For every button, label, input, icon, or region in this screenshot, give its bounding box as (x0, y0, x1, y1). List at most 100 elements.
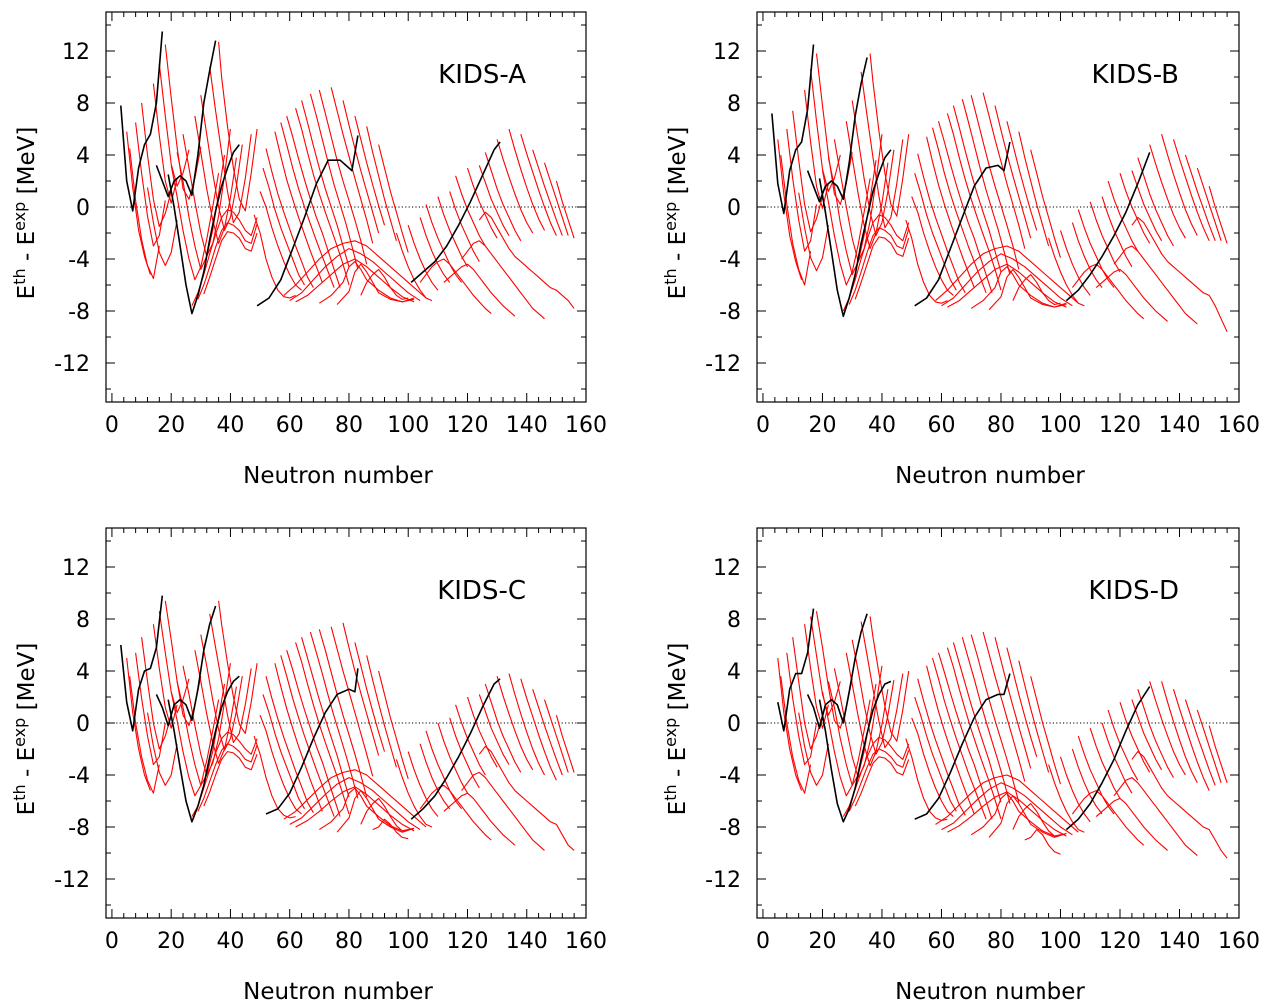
x-tick-label: 40 (868, 413, 896, 438)
isotope-chain-line (1030, 676, 1062, 785)
isotope-chain-line (1161, 681, 1198, 784)
y-tick-label: 8 (727, 92, 741, 117)
isotope-chain-line (1113, 777, 1198, 857)
y-tick-label: 0 (76, 196, 90, 221)
y-axis-label-superscript: exp (10, 718, 29, 747)
isotope-chain-line (342, 622, 380, 756)
chart-panel-2: 0 20 40 60 80 100 120 140 160 -12 -8 -4 0 4 8 12 KIDS-B N… (661, 11, 1260, 489)
x-tick-label: 100 (1039, 413, 1081, 438)
magic-chain-line (806, 57, 868, 203)
y-axis-label: Eth - Eexp [MeV] (10, 643, 40, 816)
x-tick-label: 40 (216, 929, 244, 954)
x-tick-label: 100 (387, 413, 429, 438)
isotope-chain-line (129, 148, 160, 280)
isotope-chain-line (170, 165, 220, 281)
isotope-chain-line (833, 665, 883, 779)
isotope-chain-line (798, 192, 829, 272)
isotope-chain-line (1184, 699, 1216, 786)
isotope-chain-line (286, 115, 341, 288)
y-axis-label-part: E (665, 285, 691, 300)
x-tick-label: 40 (216, 413, 244, 438)
isotope-chain-line (259, 715, 302, 815)
isotope-chain-line (1048, 238, 1085, 307)
isotope-chain-line (786, 128, 818, 252)
magic-chain-line (818, 149, 892, 318)
isotope-chain-line (330, 626, 374, 777)
isotope-chain-line (947, 263, 1067, 308)
isotope-chain-line (466, 696, 498, 768)
panel-title: KIDS-C (437, 576, 526, 606)
isotope-chain-line (295, 258, 415, 303)
y-tick-label: 0 (727, 712, 741, 737)
isotope-chain-line (262, 694, 305, 810)
isotope-chain-line (1149, 681, 1186, 776)
isotope-chain-line (917, 153, 966, 294)
isotope-chain-line (1137, 689, 1174, 778)
chart-panel-1: 0 20 40 60 80 100 120 140 160 -12 -8 -4 0 4 8 12 KIDS-A N… (10, 11, 607, 489)
isotope-chain-line (1131, 216, 1228, 333)
y-tick-label: -12 (54, 868, 90, 893)
isotope-chain-line (854, 756, 910, 807)
isotope-chain-line (419, 258, 492, 315)
y-tick-label: 0 (727, 196, 741, 221)
isotope-chain-line (496, 139, 534, 234)
isotope-chain-line (1107, 180, 1139, 252)
isotope-chain-line (1095, 797, 1168, 851)
isotope-chain-line (532, 689, 563, 776)
x-tick-label: 160 (1218, 929, 1260, 954)
x-tick-label: 40 (868, 929, 896, 954)
y-tick-label: 8 (76, 92, 90, 117)
isotope-chain-line (821, 691, 871, 797)
magic-chain-line (167, 675, 240, 823)
y-axis-label-part: E (14, 285, 40, 300)
chart-panel-3: 0 20 40 60 80 100 120 140 160 -12 -8 -4 0 4 8 12 KIDS-C N… (10, 527, 607, 1005)
isotope-chain-line (158, 611, 190, 714)
isotope-chain-line (946, 647, 1002, 820)
isotope-chain-line (1161, 134, 1198, 236)
x-tick-label: 60 (927, 929, 955, 954)
x-tick-label: 60 (927, 413, 955, 438)
isotope-chain-line (152, 83, 178, 204)
isotope-chain-line (1149, 144, 1186, 239)
x-axis-label: Neutron number (243, 463, 433, 489)
isotope-chain-line (407, 225, 439, 291)
isotope-chain-line (280, 122, 335, 288)
x-tick-label: 120 (1099, 929, 1141, 954)
x-tick-label: 20 (157, 413, 185, 438)
data-lines (777, 608, 1228, 859)
isotope-chain-line (914, 173, 957, 291)
isotope-chain-line (336, 790, 415, 833)
isotope-chain-line (309, 93, 359, 270)
y-axis-label-part: [MeV] (665, 643, 691, 718)
y-axis-label-superscript: exp (661, 202, 680, 231)
magic-chain-line (1065, 152, 1151, 302)
isotope-chain-line (309, 631, 359, 799)
isotope-chain-line (342, 100, 380, 234)
data-lines (120, 31, 575, 320)
y-tick-label: -12 (54, 352, 90, 377)
isotope-chain-line (1107, 709, 1139, 781)
isotope-chain-line (484, 152, 522, 242)
isotope-chain-line (437, 722, 468, 794)
isotope-chain-line (988, 268, 1067, 311)
magic-chain-line (120, 31, 164, 212)
magic-chain-line (818, 680, 892, 823)
isotope-chain-line (478, 211, 575, 309)
isotope-chain-line (378, 670, 409, 780)
isotope-chain-line (937, 121, 993, 293)
y-tick-label: 4 (727, 660, 741, 685)
isotope-chain-line (1101, 196, 1133, 268)
isotope-chain-line (988, 795, 1067, 838)
isotope-chain-line (289, 248, 421, 302)
y-tick-label: -8 (719, 816, 741, 841)
isotope-chain-line (810, 69, 841, 192)
y-axis-label-superscript: th (661, 784, 680, 800)
isotope-chain-line (443, 263, 516, 317)
isotope-chain-line (961, 98, 1011, 275)
x-tick-label: 140 (1158, 413, 1200, 438)
isotope-chain-line (1012, 803, 1061, 837)
isotope-chain-line (914, 696, 957, 812)
y-axis-label-superscript: th (10, 268, 29, 284)
isotope-chain-line (265, 676, 314, 813)
isotope-chain-line (295, 108, 350, 286)
